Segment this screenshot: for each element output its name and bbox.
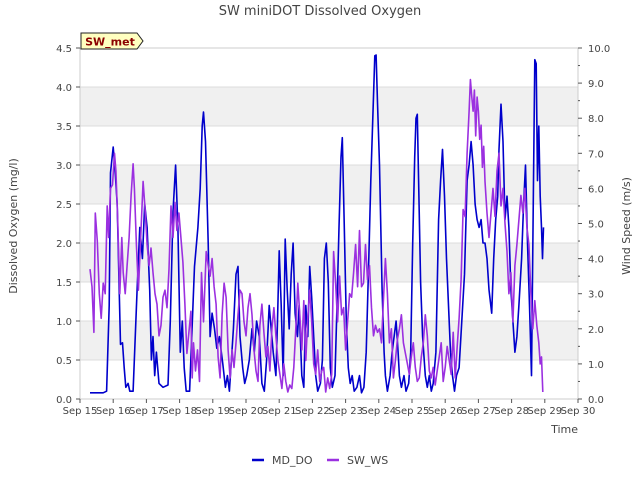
y2-tick-label: 10.0 <box>588 44 610 55</box>
x-tick-label: Sep 30 <box>561 406 596 417</box>
x-tick-label: Sep 26 <box>428 406 463 417</box>
x-tick-label: Sep 20 <box>229 406 264 417</box>
chart-title: SW miniDOT Dissolved Oxygen <box>219 4 422 19</box>
site-badge-label: SW_met <box>85 36 135 49</box>
y2-tick-label: 4.0 <box>588 255 604 266</box>
legend: MD_DO SW_WS <box>252 454 388 467</box>
y2-tick-label: 1.0 <box>588 360 604 371</box>
y-tick-label: 4.0 <box>56 83 72 94</box>
y-tick-label: 1.0 <box>56 317 72 328</box>
y2-tick-label: 3.0 <box>588 290 604 301</box>
y-tick-label: 2.0 <box>56 239 72 250</box>
y-axis-right: 0.0 1.0 2.0 3.0 4.0 5.0 6.0 7.0 8.0 9.0 10.0 <box>578 44 610 406</box>
x-tick-label: Sep 27 <box>461 406 496 417</box>
x-tick-label: Sep 29 <box>527 406 562 417</box>
y2-tick-label: 8.0 <box>588 114 604 125</box>
y2-tick-label: 6.0 <box>588 184 604 195</box>
y2-tick-label: 0.0 <box>588 395 604 406</box>
x-tick-label: Sep 22 <box>295 406 330 417</box>
series-layer <box>89 54 545 394</box>
y-tick-label: 2.5 <box>56 200 72 211</box>
y-tick-label: 3.0 <box>56 161 72 172</box>
x-tick-label: Sep 28 <box>494 406 529 417</box>
y2-tick-label: 7.0 <box>588 149 604 160</box>
x-tick-label: Sep 24 <box>361 406 396 417</box>
x-tick-label: Sep 23 <box>328 406 363 417</box>
y2-tick-label: 9.0 <box>588 79 604 90</box>
legend-label-sw-ws: SW_WS <box>347 454 388 467</box>
y-tick-label: 0.5 <box>56 356 72 367</box>
series-line-sw-ws <box>89 78 544 393</box>
background-band <box>80 165 578 204</box>
x-tick-label: Sep 16 <box>96 406 131 417</box>
y-axis-left: 0.0 0.5 1.0 1.5 2.0 2.5 3.0 3.5 4.0 4.5 <box>56 44 80 406</box>
x-tick-label: Sep 19 <box>195 406 230 417</box>
y-axis-label: Dissolved Oxygen (mg/l) <box>7 158 20 293</box>
y2-tick-label: 5.0 <box>588 220 604 231</box>
legend-label-md-do: MD_DO <box>272 454 313 467</box>
y-tick-label: 4.5 <box>56 44 72 55</box>
background-band <box>80 243 578 282</box>
site-badge: SW_met <box>80 32 144 50</box>
x-tick-label: Sep 15 <box>63 406 98 417</box>
x-axis-label: Time <box>550 423 578 436</box>
x-tick-label: Sep 17 <box>129 406 164 417</box>
y2-tick-label: 2.0 <box>588 325 604 336</box>
x-tick-label: Sep 21 <box>262 406 297 417</box>
x-tick-label: Sep 18 <box>162 406 197 417</box>
background-band <box>80 87 578 126</box>
y-tick-label: 3.5 <box>56 122 72 133</box>
y2-axis-label: Wind Speed (m/s) <box>620 177 633 275</box>
y-tick-label: 1.5 <box>56 278 72 289</box>
y-tick-label: 0.0 <box>56 395 72 406</box>
site-badge-box <box>80 32 144 50</box>
x-tick-label: Sep 25 <box>395 406 430 417</box>
